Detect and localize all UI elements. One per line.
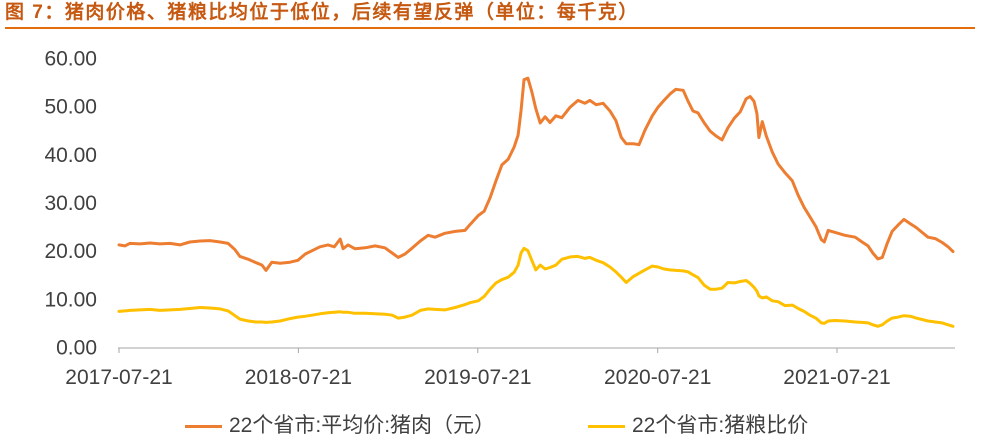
x-axis: 2017-07-21 2018-07-21 2019-07-21 2020-07-21… — [65, 347, 955, 389]
pork-price-line — [117, 76, 955, 272]
pig-grain-ratio-line — [117, 246, 955, 328]
chart-title: 图 7：猪肉价格、猪粮比均位于低位，后续有望反弹（单位：每千克） — [5, 2, 639, 23]
legend-item-pig-grain-ratio: 22个省市:猪粮比价 — [588, 413, 808, 439]
legend-swatch-pork-price — [185, 424, 222, 428]
y-axis-tick-labels: 0.00 10.00 20.00 30.00 40.00 50.00 60.00 — [44, 48, 97, 360]
y-tick-label: 20.00 — [44, 240, 97, 263]
x-tick-label: 2020-07-21 — [604, 366, 711, 389]
y-tick-label: 10.00 — [44, 288, 97, 311]
y-tick-label: 0.00 — [56, 337, 97, 360]
legend-item-pork-price: 22个省市:平均价:猪肉（元） — [185, 413, 495, 439]
legend-label-pig-grain-ratio: 22个省市:猪粮比价 — [632, 414, 809, 437]
y-tick-label: 40.00 — [44, 144, 97, 167]
legend-label-pork-price: 22个省市:平均价:猪肉（元） — [229, 414, 496, 437]
x-tick-label: 2018-07-21 — [245, 366, 352, 389]
legend-swatch-pig-grain-ratio — [588, 424, 625, 428]
x-tick-label: 2021-07-21 — [783, 366, 890, 389]
x-tick-label: 2017-07-21 — [65, 366, 172, 389]
title-underline — [5, 27, 975, 29]
plot-area — [117, 76, 955, 328]
y-tick-label: 50.00 — [44, 96, 97, 119]
y-tick-label: 60.00 — [44, 48, 97, 71]
y-tick-label: 30.00 — [44, 192, 97, 215]
x-tick-label: 2019-07-21 — [424, 366, 531, 389]
